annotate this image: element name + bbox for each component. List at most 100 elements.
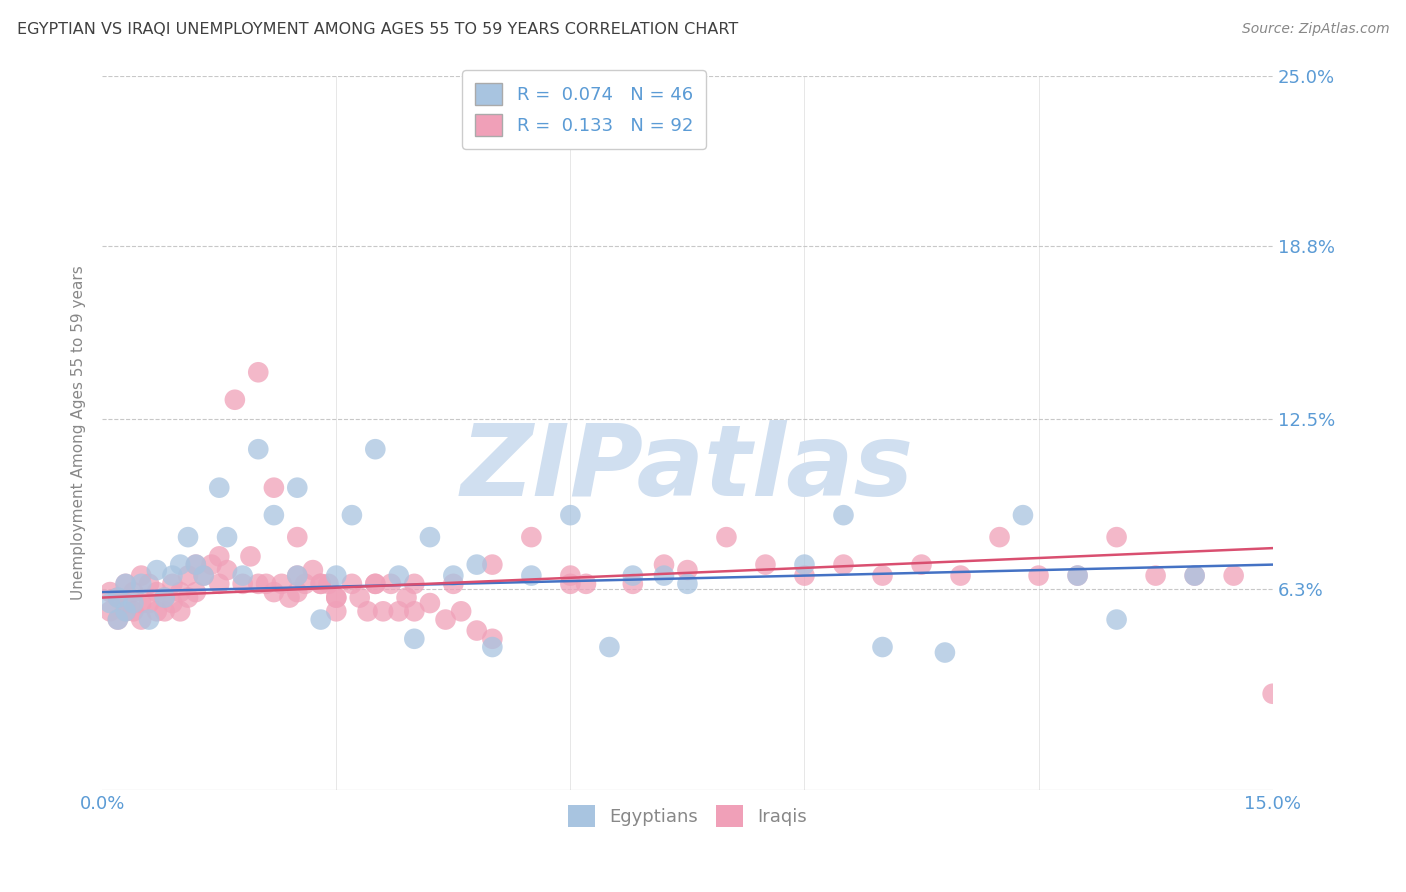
- Point: [129, 613, 152, 627]
- Point: [114, 604, 136, 618]
- Point: [169, 604, 191, 618]
- Point: [285, 481, 308, 495]
- Point: [114, 577, 136, 591]
- Point: [404, 604, 426, 618]
- Point: [138, 613, 160, 627]
- Point: [263, 585, 285, 599]
- Point: [1261, 687, 1284, 701]
- Point: [793, 568, 815, 582]
- Point: [122, 596, 145, 610]
- Point: [988, 530, 1011, 544]
- Point: [1184, 568, 1206, 582]
- Point: [441, 577, 464, 591]
- Point: [481, 558, 503, 572]
- Point: [107, 591, 129, 605]
- Point: [340, 577, 363, 591]
- Point: [122, 585, 145, 599]
- Point: [215, 530, 238, 544]
- Point: [177, 568, 200, 582]
- Point: [114, 604, 136, 618]
- Point: [302, 563, 325, 577]
- Point: [349, 591, 371, 605]
- Point: [285, 530, 308, 544]
- Text: EGYPTIAN VS IRAQI UNEMPLOYMENT AMONG AGES 55 TO 59 YEARS CORRELATION CHART: EGYPTIAN VS IRAQI UNEMPLOYMENT AMONG AGE…: [17, 22, 738, 37]
- Point: [395, 591, 418, 605]
- Point: [146, 604, 169, 618]
- Point: [153, 604, 176, 618]
- Point: [419, 530, 441, 544]
- Point: [239, 549, 262, 564]
- Legend: Egyptians, Iraqis: Egyptians, Iraqis: [561, 798, 814, 835]
- Point: [254, 577, 277, 591]
- Point: [309, 613, 332, 627]
- Point: [450, 604, 472, 618]
- Point: [1184, 568, 1206, 582]
- Point: [465, 558, 488, 572]
- Point: [356, 604, 378, 618]
- Point: [325, 591, 347, 605]
- Point: [364, 577, 387, 591]
- Point: [364, 442, 387, 457]
- Point: [107, 613, 129, 627]
- Point: [208, 549, 231, 564]
- Point: [285, 568, 308, 582]
- Point: [184, 558, 207, 572]
- Point: [177, 591, 200, 605]
- Point: [404, 632, 426, 646]
- Point: [419, 596, 441, 610]
- Point: [107, 591, 129, 605]
- Point: [340, 508, 363, 523]
- Point: [652, 558, 675, 572]
- Point: [481, 632, 503, 646]
- Point: [263, 481, 285, 495]
- Point: [1222, 568, 1244, 582]
- Point: [208, 577, 231, 591]
- Text: ZIPatlas: ZIPatlas: [461, 420, 914, 517]
- Point: [224, 392, 246, 407]
- Point: [153, 591, 176, 605]
- Point: [169, 585, 191, 599]
- Point: [364, 577, 387, 591]
- Point: [560, 577, 582, 591]
- Point: [107, 613, 129, 627]
- Point: [434, 613, 457, 627]
- Point: [232, 577, 254, 591]
- Point: [278, 591, 301, 605]
- Point: [325, 591, 347, 605]
- Point: [1105, 530, 1128, 544]
- Point: [208, 481, 231, 495]
- Point: [184, 558, 207, 572]
- Point: [98, 585, 121, 599]
- Point: [129, 596, 152, 610]
- Point: [318, 577, 340, 591]
- Point: [832, 508, 855, 523]
- Point: [215, 563, 238, 577]
- Point: [676, 577, 699, 591]
- Point: [872, 568, 894, 582]
- Point: [162, 596, 184, 610]
- Point: [193, 568, 215, 582]
- Point: [1144, 568, 1167, 582]
- Point: [560, 508, 582, 523]
- Point: [193, 568, 215, 582]
- Point: [177, 530, 200, 544]
- Point: [270, 577, 292, 591]
- Point: [652, 568, 675, 582]
- Point: [247, 442, 270, 457]
- Point: [520, 530, 543, 544]
- Point: [263, 508, 285, 523]
- Point: [309, 577, 332, 591]
- Point: [162, 568, 184, 582]
- Point: [465, 624, 488, 638]
- Point: [1105, 613, 1128, 627]
- Y-axis label: Unemployment Among Ages 55 to 59 years: Unemployment Among Ages 55 to 59 years: [72, 265, 86, 600]
- Point: [832, 558, 855, 572]
- Point: [1066, 568, 1088, 582]
- Point: [98, 596, 121, 610]
- Point: [621, 577, 644, 591]
- Text: Source: ZipAtlas.com: Source: ZipAtlas.com: [1241, 22, 1389, 37]
- Point: [872, 640, 894, 654]
- Point: [129, 568, 152, 582]
- Point: [1012, 508, 1035, 523]
- Point: [285, 568, 308, 582]
